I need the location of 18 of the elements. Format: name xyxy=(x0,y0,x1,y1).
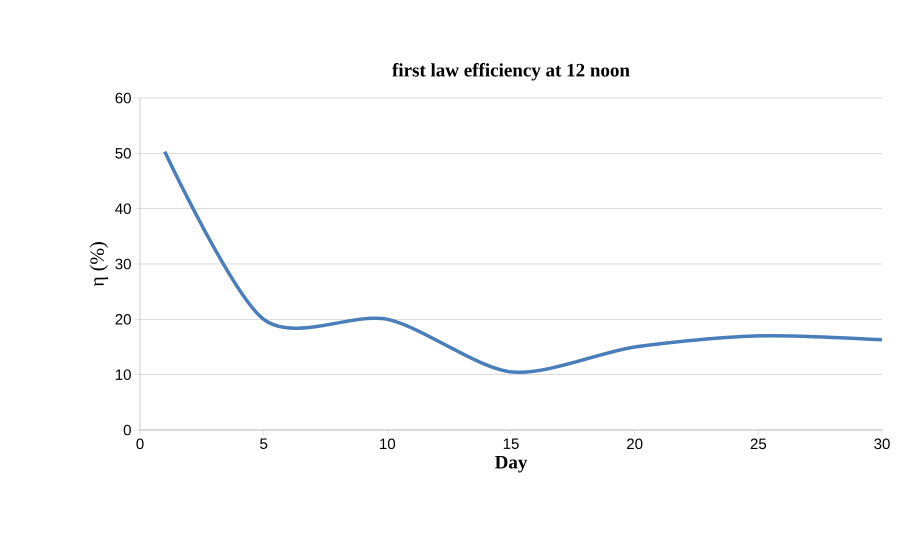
chart-title: first law efficiency at 12 noon xyxy=(392,63,630,80)
x-tick-label: 30 xyxy=(874,438,890,450)
x-tick-label: 20 xyxy=(627,438,642,450)
y-tick-label: 50 xyxy=(115,148,131,159)
x-tick-label: 25 xyxy=(750,438,766,450)
x-tick-label: 10 xyxy=(380,438,396,450)
y-tick-label: 10 xyxy=(116,369,131,380)
y-tick-label: 20 xyxy=(116,314,131,325)
y-tick-label: 0 xyxy=(124,424,131,436)
x-tick-label: 15 xyxy=(504,438,519,449)
y-axis-title: η (%) xyxy=(90,242,108,286)
y-tick-label: 30 xyxy=(115,258,131,270)
x-tick-label: 5 xyxy=(260,438,268,449)
x-tick-label: 0 xyxy=(136,438,144,450)
x-axis-title: Day xyxy=(494,456,528,473)
y-tick-label: 60 xyxy=(116,92,131,104)
y-tick-label: 40 xyxy=(115,203,131,214)
line-series xyxy=(162,150,882,374)
